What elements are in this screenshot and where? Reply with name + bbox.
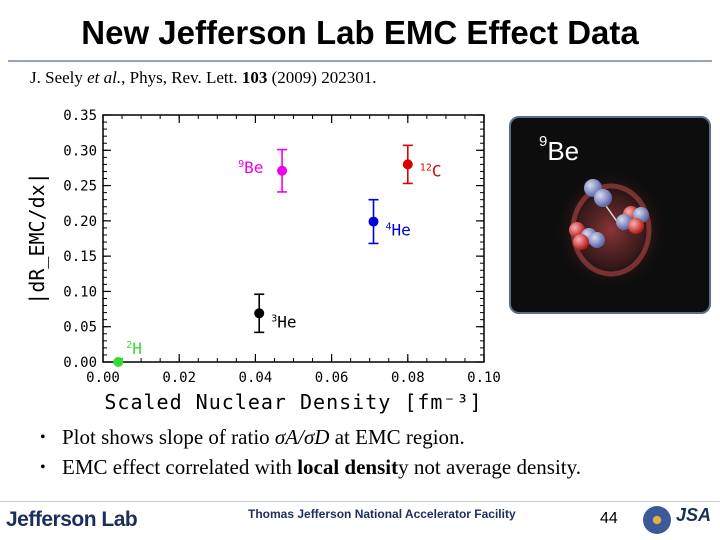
data-point-label-element: Be [244,158,263,177]
beryllium-nucleus-image: 9Be [509,116,711,314]
y-tick-label: 0.20 [63,214,97,230]
y-axis-label: |dR_EMC/dx| [25,172,49,304]
data-point-label-mass: 3 [271,313,277,324]
citation-journal: , Phys, Rev. Lett. [121,68,238,87]
x-tick-label: 0.06 [315,370,349,386]
data-point-label-mass: 9 [238,159,244,170]
citation-authors: J. Seely [30,68,83,87]
data-point [254,308,265,319]
neutron [594,189,612,207]
neutron [589,232,605,248]
x-tick-label: 0.10 [467,370,500,386]
data-point [368,216,379,227]
data-point-label-element: H [132,339,142,358]
y-tick-label: 0.00 [63,355,97,371]
data-point-label-element: C [432,161,442,180]
x-tick-label: 0.04 [239,370,273,386]
doe-seal-icon [643,506,671,534]
y-tick-label: 0.35 [63,108,97,124]
bullet-item: • EMC effect correlated with local densit… [40,455,581,480]
inset-label-mass: 9 [539,133,548,151]
bullet-item: • Plot shows slope of ratio σA/σD at EMC … [40,425,581,450]
x-tick-label: 0.02 [162,370,196,386]
data-point-label: 12C [420,161,442,180]
citation: J. Seely et al., Phys, Rev. Lett. 103 (2… [30,68,376,88]
citation-rest: (2009) 202301. [271,68,377,87]
inset-label: 9Be [539,133,580,167]
jsa-logo: JSA [676,505,712,525]
facility-name: Thomas Jefferson National Accelerator Fa… [248,507,516,521]
nucleus-illustration [553,168,669,292]
data-point-label: 3He [271,312,296,331]
bullet-text: y not average density. [398,455,582,479]
y-tick-label: 0.25 [63,179,97,195]
page-number: 44 [600,510,618,527]
slide-title: New Jefferson Lab EMC Effect Data [81,14,639,51]
y-tick-label: 0.05 [63,320,97,336]
citation-etal: et al. [87,68,122,87]
bullet-text: at EMC region. [329,425,465,449]
data-point-label-element: He [277,312,296,331]
data-point [402,159,413,170]
data-point-label: 4He [386,221,411,240]
x-tick-label: 0.08 [391,370,425,386]
y-tick-label: 0.30 [63,143,97,159]
jefferson-lab-logo: Jefferson Lab [6,508,138,531]
data-point-label: 9Be [238,158,263,177]
bullet-dot: • [40,429,46,446]
proton [573,234,589,250]
data-point [113,357,124,367]
proton [628,218,644,234]
bullet-sigma: σA/σD [274,425,330,449]
x-tick-label: 0.00 [86,370,120,386]
data-point-label-mass: 4 [386,222,392,233]
x-axis-label: Scaled Nuclear Density [fm⁻³] [104,390,482,414]
y-tick-label: 0.15 [63,249,97,265]
inset-label-element: Be [547,136,580,166]
bullet-text: EMC effect correlated with [62,455,298,479]
emc-scatter-chart: 0.00 0.05 0.10 0.15 0.20 0.25 0.30 0.35 0.00 0.02… [25,108,500,414]
y-tick-label: 0.10 [63,284,97,300]
citation-volume: 103 [241,68,268,87]
footer: Jefferson Lab Thomas Jefferson National … [0,502,720,540]
data-point-label: 2H [126,339,142,358]
data-point-label-element: He [392,221,411,240]
bullet-bold: local densit [297,455,399,479]
title-divider [8,60,712,62]
data-point [277,165,288,176]
data-point-label-mass: 2 [126,340,132,351]
data-point-label-mass: 12 [420,162,432,173]
bullet-text: Plot shows slope of ratio [62,425,275,449]
footer-divider [0,501,720,502]
bullet-dot: • [40,459,46,476]
bullet-list: • Plot shows slope of ratio σA/σD at EMC … [40,425,581,485]
